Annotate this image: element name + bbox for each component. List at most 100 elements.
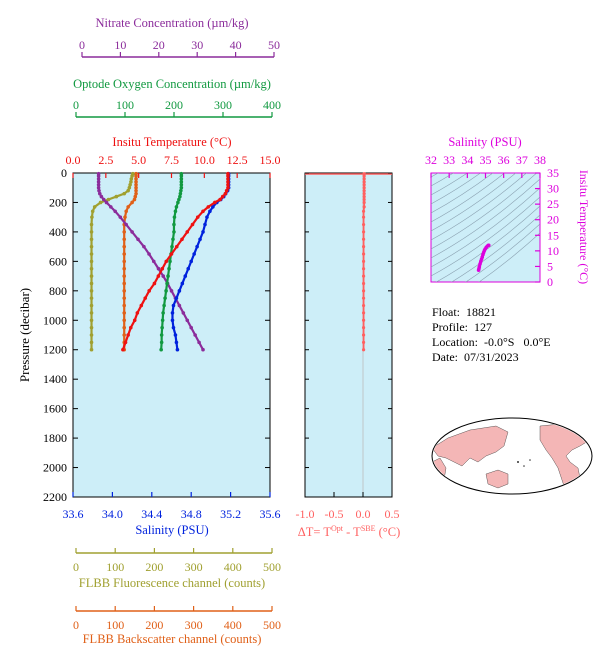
ts-xtick-label: 32 [425, 153, 437, 167]
ts-xtick-label: 35 [480, 153, 492, 167]
axis-tick-label: 200 [145, 618, 163, 632]
fluorescence-point [89, 347, 94, 352]
temperature-point [201, 209, 205, 214]
oxygen-point [174, 205, 179, 209]
axis-tick-label: 34.4 [141, 507, 162, 521]
salinity-point [195, 244, 199, 249]
nitrate-point [161, 274, 166, 278]
backscatter-point [122, 274, 127, 278]
salinity-point [192, 252, 196, 256]
salinity-point [173, 333, 178, 337]
delta-t-tick-label: 0.0 [356, 507, 371, 521]
nitrate-point [97, 188, 101, 193]
backscatter-point [122, 311, 127, 315]
ts-point [477, 264, 482, 269]
backscatter-point [134, 180, 138, 184]
fluorescence-point [89, 296, 94, 300]
pressure-tick-label: 1400 [43, 372, 67, 386]
fluorescence-point [106, 197, 111, 202]
oxygen-point [177, 197, 181, 202]
ts-isopycnal [431, 173, 517, 232]
nitrate-point [104, 200, 109, 205]
oxygen-point [178, 191, 183, 196]
oxygen-point [179, 180, 184, 184]
fluorescence-point [89, 303, 94, 308]
axis-tick-label: 0 [73, 618, 79, 632]
ts-isopycnal [478, 232, 540, 282]
temperature-point [226, 185, 230, 190]
nitrate-point [97, 191, 102, 196]
axis-tick-label: 20 [153, 38, 165, 52]
temperature-axis: Insitu Temperature (°C) 0.0 2.5 5.0 7.5 10.0… [66, 135, 281, 178]
axis-tick-label: 50 [268, 38, 280, 52]
delta-t-point [361, 222, 366, 227]
delta-t-ticks: -1.0 -0.5 0.0 0.5 [296, 172, 400, 521]
backscatter-point [134, 191, 138, 196]
oxygen-axis-title: Optode Oxygen Concentration (µm/kg) [73, 77, 271, 91]
delta-t-point [362, 205, 366, 209]
oxygen-point [166, 274, 170, 278]
axis-tick-label: 34.0 [102, 507, 123, 521]
backscatter-point [122, 333, 127, 337]
axis-tick-label: 34.8 [181, 507, 202, 521]
delta-t-point [361, 311, 366, 315]
axis-tick-label: 100 [106, 560, 124, 574]
pressure-tick-label: 600 [49, 254, 67, 268]
oxygen-point [179, 185, 184, 190]
salinity-point [198, 237, 202, 242]
axis-tick-label: 300 [214, 98, 232, 112]
ts-salinity-ticks: 32 33 34 35 36 37 38 [425, 153, 546, 178]
backscatter-point [124, 209, 128, 214]
fluorescence-point [89, 325, 94, 330]
oxygen-point [179, 182, 184, 187]
delta-t-point [361, 274, 366, 278]
nitrate-point [113, 209, 117, 214]
temperature-point [220, 194, 225, 199]
ts-xtick-label: 37 [516, 153, 528, 167]
axis-tick-label: 200 [145, 560, 163, 574]
oxygen-point [171, 237, 175, 242]
axis-tick-label: 7.5 [164, 153, 179, 167]
delta-t-point [361, 303, 366, 308]
ts-isopycnal [451, 214, 540, 282]
nitrate-point [136, 237, 140, 242]
fluorescence-point [89, 318, 94, 323]
delta-t-point [361, 267, 366, 271]
ts-isopycnal [431, 173, 506, 223]
backscatter-point [122, 318, 127, 323]
nitrate-point [177, 303, 182, 308]
fluorescence-point [89, 230, 94, 234]
pressure-tick-label: 200 [49, 195, 67, 209]
nitrate-point [130, 230, 134, 234]
axis-tick-label: 200 [165, 98, 183, 112]
delta-t-point [362, 194, 366, 199]
temperature-point [123, 340, 128, 345]
oxygen-point [159, 340, 164, 345]
nitrate-point [96, 174, 101, 178]
delta-t-point [361, 281, 366, 286]
ts-isopycnal [431, 173, 494, 214]
fluorescence-ticks: 0 100 200 300 400 500 [73, 548, 281, 574]
delta-t-point [361, 333, 366, 337]
backscatter-point [122, 289, 127, 293]
axis-tick-label: 2.5 [98, 153, 113, 167]
oxygen-point [176, 200, 180, 205]
fluorescence-point [128, 182, 132, 187]
temperature-axis-title: Insitu Temperature (°C) [112, 135, 231, 149]
axis-tick-label: 500 [263, 618, 281, 632]
delta-t-point [362, 180, 366, 184]
world-map [431, 417, 593, 495]
temperature-point [128, 325, 133, 330]
fluorescence-axis: 0 100 200 300 400 500 FLBB Fluorescence chann… [73, 548, 281, 590]
nitrate-point [201, 347, 205, 352]
temperature-point [226, 174, 230, 178]
ts-ytick-label: 5 [547, 259, 553, 273]
oxygen-point [172, 215, 177, 219]
temperature-point [139, 303, 144, 308]
ts-xtick-label: 34 [461, 153, 473, 167]
backscatter-point [122, 230, 127, 234]
ts-isopycnal [431, 173, 481, 205]
temperature-point [195, 215, 200, 219]
temperature-point [226, 177, 230, 181]
